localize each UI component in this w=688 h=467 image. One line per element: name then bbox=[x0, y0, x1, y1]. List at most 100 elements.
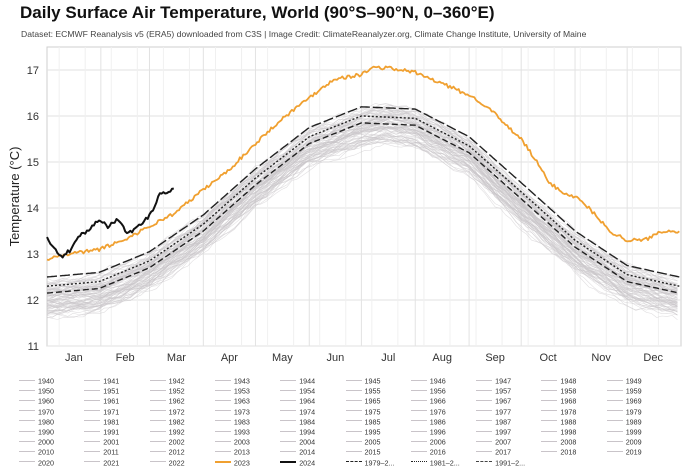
legend-item[interactable]: 1950 bbox=[19, 386, 54, 396]
legend-item[interactable]: 2000 bbox=[19, 437, 54, 447]
legend-item[interactable]: 1977 bbox=[476, 407, 511, 416]
legend-item[interactable]: 1997 bbox=[476, 427, 511, 437]
legend-item[interactable]: 1976 bbox=[410, 407, 446, 416]
legend-item[interactable]: 1959 bbox=[606, 386, 642, 396]
legend-item[interactable]: 1967 bbox=[476, 396, 511, 406]
legend-item[interactable]: 2020 bbox=[19, 458, 54, 467]
legend-swatch bbox=[606, 389, 623, 391]
legend-item[interactable]: 2008 bbox=[541, 437, 576, 447]
legend-item[interactable]: 1983 bbox=[214, 417, 250, 426]
legend-item[interactable]: 2004 bbox=[280, 437, 315, 447]
legend-item[interactable]: 2001 bbox=[84, 437, 119, 447]
legend-item[interactable]: 1975 bbox=[345, 407, 381, 416]
legend-label: 2009 bbox=[625, 437, 642, 447]
legend-item[interactable]: 1943 bbox=[214, 376, 250, 386]
legend-item[interactable]: 1969 bbox=[606, 396, 642, 406]
legend-item[interactable]: 1980 bbox=[19, 417, 54, 426]
legend-item[interactable]: 2024 bbox=[280, 458, 315, 467]
legend-item[interactable]: 1984 bbox=[280, 417, 315, 426]
legend-swatch bbox=[19, 461, 35, 463]
legend-item[interactable]: 1992 bbox=[149, 427, 185, 437]
legend-item[interactable]: 1987 bbox=[476, 417, 511, 426]
legend-item[interactable]: 1946 bbox=[410, 376, 446, 386]
x-tick-label: Jun bbox=[326, 352, 344, 364]
legend-item[interactable]: 1965 bbox=[345, 396, 381, 406]
legend-item[interactable]: 1942 bbox=[149, 376, 185, 386]
legend-item[interactable]: 2017 bbox=[476, 447, 511, 457]
legend-item[interactable]: 2010 bbox=[19, 447, 54, 457]
legend-item[interactable]: 1948 bbox=[541, 376, 576, 386]
legend-item[interactable]: 1957 bbox=[476, 386, 511, 396]
legend-item[interactable]: 1964 bbox=[280, 396, 315, 406]
legend-item[interactable]: 1971 bbox=[84, 407, 119, 416]
legend-swatch bbox=[214, 410, 231, 412]
legend-item[interactable]: 1940 bbox=[19, 376, 54, 386]
legend-item[interactable]: 1996 bbox=[410, 427, 446, 437]
legend-item[interactable]: 1966 bbox=[410, 396, 446, 406]
legend-item[interactable]: 2013 bbox=[214, 447, 250, 457]
legend-item[interactable]: 1982 bbox=[149, 417, 185, 426]
legend-item[interactable]: 1951 bbox=[84, 386, 119, 396]
legend-item[interactable]: 1952 bbox=[149, 386, 185, 396]
legend-item[interactable]: 1944 bbox=[280, 376, 315, 386]
legend-label: 1963 bbox=[233, 396, 250, 406]
legend-item[interactable]: 1979–2... bbox=[345, 458, 395, 467]
legend-item[interactable]: 1985 bbox=[345, 417, 381, 426]
legend-item[interactable]: 1960 bbox=[19, 396, 54, 406]
legend-item[interactable]: 1979 bbox=[606, 407, 642, 416]
legend-item[interactable]: 1986 bbox=[410, 417, 446, 426]
legend-item[interactable]: 1995 bbox=[345, 427, 381, 437]
legend-item[interactable]: 1994 bbox=[280, 427, 315, 437]
legend-item[interactable]: 1961 bbox=[84, 396, 119, 406]
legend-item[interactable]: 2019 bbox=[606, 447, 642, 457]
legend-item[interactable]: 1973 bbox=[214, 407, 250, 416]
legend-item[interactable]: 1990 bbox=[19, 427, 54, 437]
legend-item[interactable]: 1972 bbox=[149, 407, 185, 416]
legend-item[interactable]: 1949 bbox=[606, 376, 642, 386]
legend-label: 1979–2... bbox=[364, 458, 395, 467]
legend-item[interactable]: 1981 bbox=[84, 417, 119, 426]
legend-item[interactable]: 1999 bbox=[606, 427, 642, 437]
legend-item[interactable]: 2005 bbox=[345, 437, 381, 447]
legend-item[interactable]: 1945 bbox=[345, 376, 381, 386]
legend-item[interactable]: 1956 bbox=[410, 386, 446, 396]
legend-item[interactable]: 1991 bbox=[84, 427, 119, 437]
legend-item[interactable]: 1998 bbox=[541, 427, 576, 437]
legend-item[interactable]: 2018 bbox=[541, 447, 576, 457]
legend-item[interactable]: 2023 bbox=[214, 458, 250, 467]
legend-item[interactable]: 2014 bbox=[280, 447, 315, 457]
legend-item[interactable]: 1991–2... bbox=[476, 458, 525, 467]
legend-item[interactable]: 1958 bbox=[541, 386, 576, 396]
legend-item[interactable]: 2016 bbox=[410, 447, 446, 457]
legend-item[interactable]: 1988 bbox=[541, 417, 576, 426]
legend-item[interactable]: 1954 bbox=[280, 386, 315, 396]
legend-item[interactable]: 2007 bbox=[476, 437, 511, 447]
legend-item[interactable]: 1947 bbox=[476, 376, 511, 386]
history-year-line bbox=[46, 127, 678, 309]
legend-item[interactable]: 1978 bbox=[541, 407, 576, 416]
legend-item[interactable]: 2022 bbox=[149, 458, 185, 467]
legend-item[interactable]: 1981–2... bbox=[410, 458, 460, 467]
legend-item[interactable]: 1962 bbox=[149, 396, 185, 406]
legend-swatch bbox=[476, 410, 493, 412]
legend-item[interactable]: 1968 bbox=[541, 396, 576, 406]
legend-item[interactable]: 2003 bbox=[214, 437, 250, 447]
legend-item[interactable]: 1953 bbox=[214, 386, 250, 396]
legend-item[interactable]: 2006 bbox=[410, 437, 446, 447]
legend-item[interactable]: 2012 bbox=[149, 447, 185, 457]
legend-swatch bbox=[410, 389, 427, 391]
legend-item[interactable]: 1963 bbox=[214, 396, 250, 406]
legend-item[interactable]: 1993 bbox=[214, 427, 250, 437]
legend-item[interactable]: 2009 bbox=[606, 437, 642, 447]
x-tick-label: Sep bbox=[485, 352, 505, 364]
legend-item[interactable]: 1974 bbox=[280, 407, 315, 416]
legend-item[interactable]: 1970 bbox=[19, 407, 54, 416]
legend-item[interactable]: 2021 bbox=[84, 458, 119, 467]
legend-item[interactable]: 1989 bbox=[606, 417, 642, 426]
legend-item[interactable]: 2002 bbox=[149, 437, 185, 447]
legend-swatch bbox=[410, 410, 427, 412]
legend-item[interactable]: 1941 bbox=[84, 376, 119, 386]
legend-item[interactable]: 2015 bbox=[345, 447, 381, 457]
legend-item[interactable]: 2011 bbox=[84, 447, 119, 457]
legend-item[interactable]: 1955 bbox=[345, 386, 381, 396]
